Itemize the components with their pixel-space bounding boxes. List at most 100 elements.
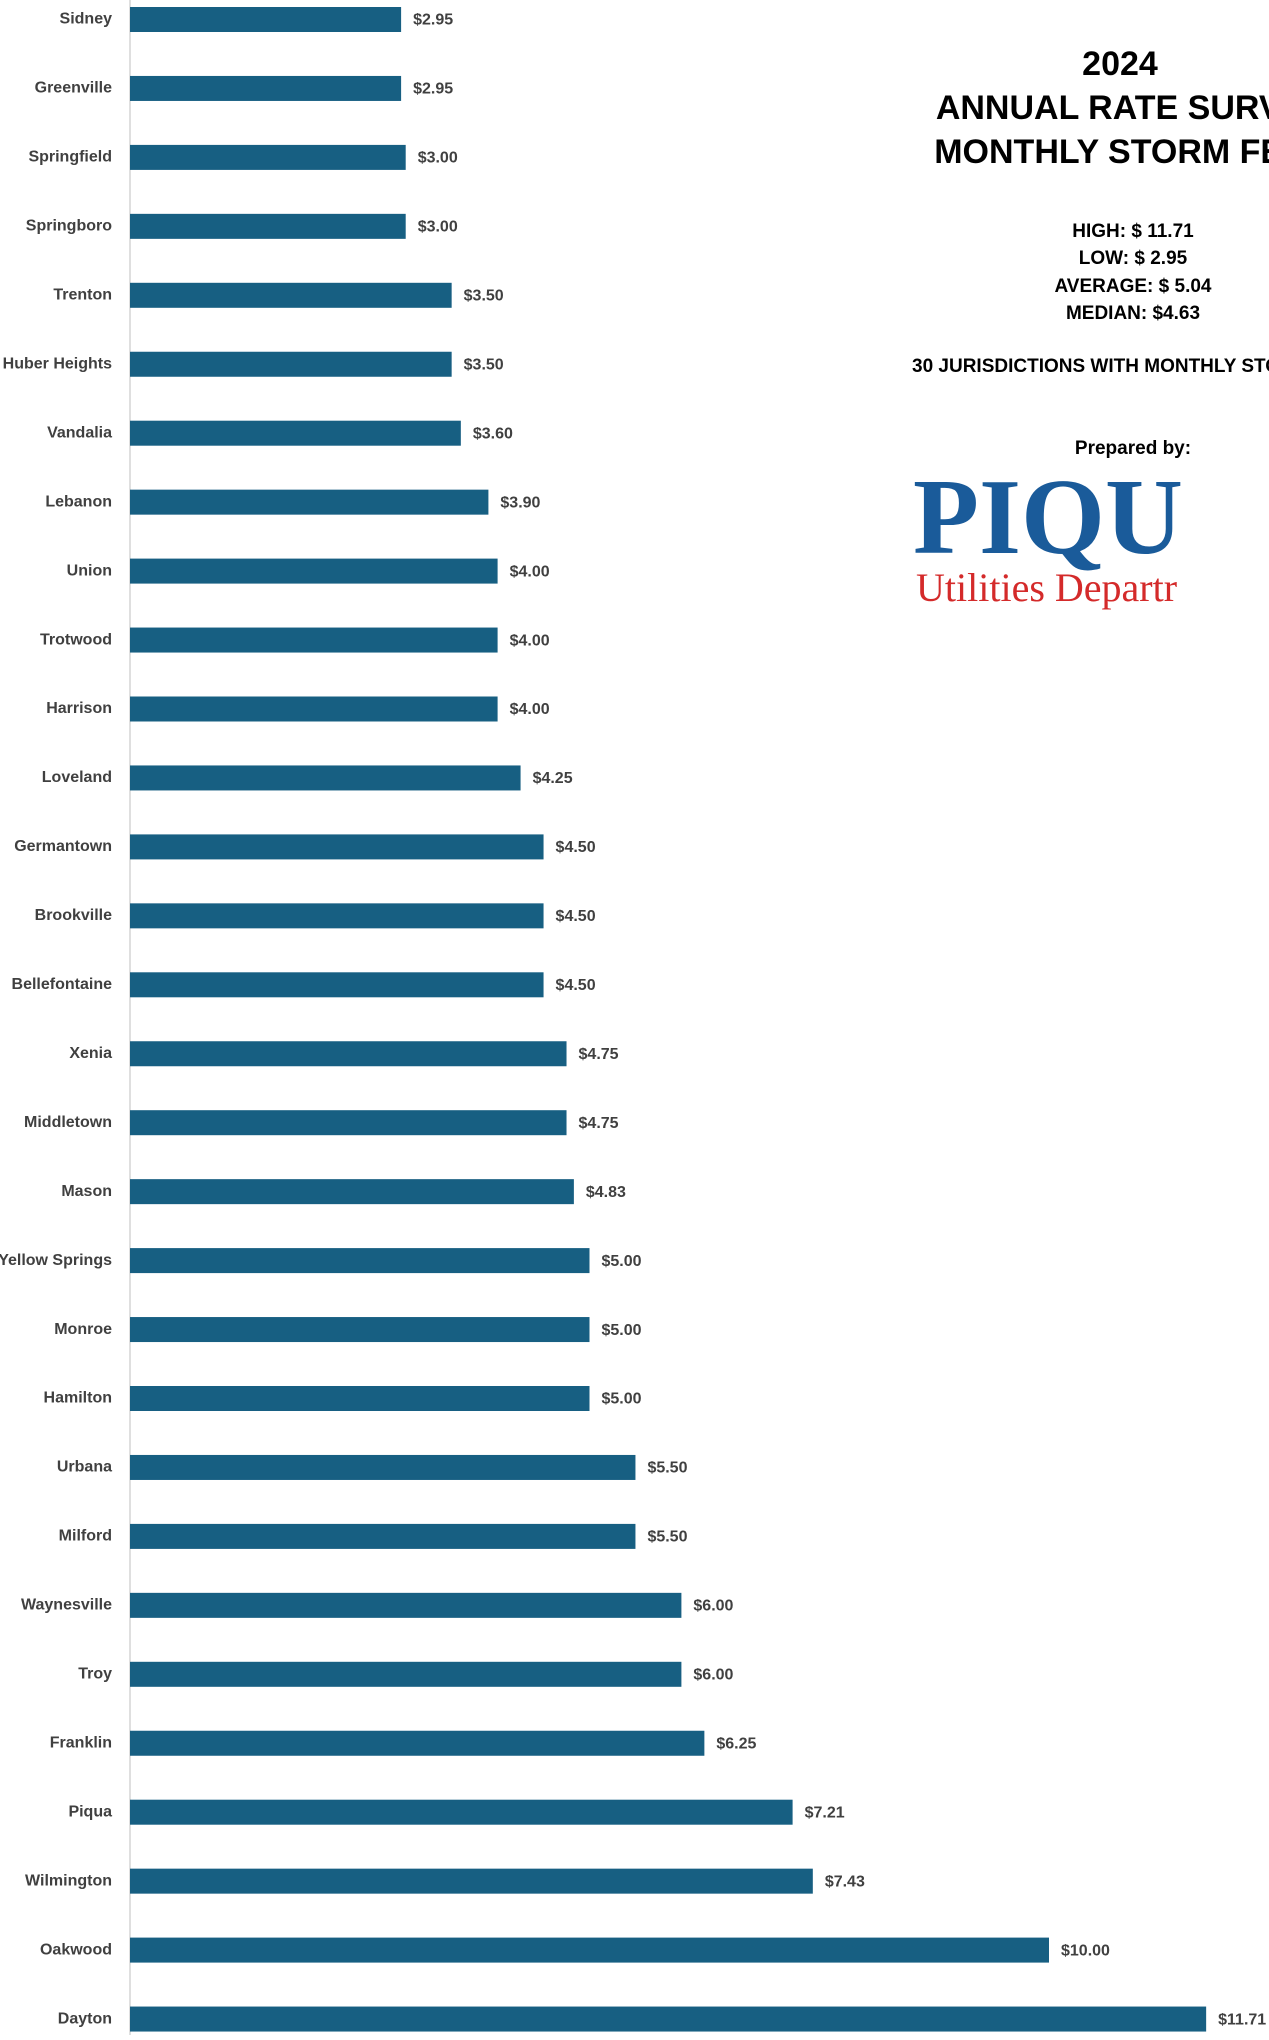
bar xyxy=(130,420,461,446)
prepared-by: Prepared by: xyxy=(1075,438,1191,459)
bar xyxy=(130,351,452,377)
category-label: Vandalia xyxy=(47,424,112,441)
value-label: $5.00 xyxy=(602,1391,642,1408)
value-label: $5.00 xyxy=(602,1322,642,1339)
bar xyxy=(130,1454,636,1480)
value-label: $4.75 xyxy=(579,1115,619,1132)
category-label: Monroe xyxy=(54,1321,112,1338)
category-label: Trenton xyxy=(53,287,112,304)
bar xyxy=(130,1248,590,1274)
category-label: Greenville xyxy=(35,80,112,97)
bar xyxy=(130,972,544,998)
category-label: Huber Heights xyxy=(3,355,112,372)
bar xyxy=(130,834,544,860)
bar xyxy=(130,75,402,101)
bar xyxy=(130,1937,1049,1963)
bar xyxy=(130,1523,636,1549)
value-label: $4.00 xyxy=(510,701,550,718)
bar xyxy=(130,696,498,722)
value-label: $6.25 xyxy=(716,1735,756,1752)
category-label: Waynesville xyxy=(21,1597,112,1614)
bar xyxy=(130,1868,813,1894)
bar xyxy=(130,2006,1207,2032)
bar xyxy=(130,282,452,308)
category-label: Middletown xyxy=(24,1114,112,1131)
bar xyxy=(130,558,498,584)
category-label: Springfield xyxy=(28,149,112,166)
title-line: 2024 xyxy=(1082,45,1158,83)
bar xyxy=(130,627,498,653)
category-label: Milford xyxy=(59,1528,112,1545)
bar xyxy=(130,765,521,791)
title-line: ANNUAL RATE SURVE xyxy=(936,89,1269,127)
bar xyxy=(130,1179,574,1205)
bar xyxy=(130,489,489,515)
value-label: $4.50 xyxy=(556,908,596,925)
stat: MEDIAN: $4.63 xyxy=(1066,303,1200,324)
bar xyxy=(130,1592,682,1618)
jurisdictions: 30 JURISDICTIONS WITH MONTHLY STO xyxy=(912,356,1269,377)
bar xyxy=(130,1661,682,1687)
category-label: Troy xyxy=(78,1666,112,1683)
bar xyxy=(130,903,544,929)
value-label: $11.71 xyxy=(1218,2011,1266,2028)
category-label: Germantown xyxy=(14,838,112,855)
stat: LOW: $ 2.95 xyxy=(1079,248,1188,269)
value-label: $4.00 xyxy=(510,632,550,649)
value-label: $4.83 xyxy=(586,1184,626,1201)
value-label: $3.50 xyxy=(464,288,504,305)
value-label: $10.00 xyxy=(1061,1942,1110,1959)
value-label: $5.50 xyxy=(647,1529,687,1546)
category-label: Wilmington xyxy=(25,1872,112,1889)
category-label: Franklin xyxy=(50,1734,112,1751)
category-label: Lebanon xyxy=(45,493,112,510)
category-label: Springboro xyxy=(26,218,112,235)
category-label: Oakwood xyxy=(40,1941,112,1958)
category-label: Dayton xyxy=(58,2010,112,2027)
value-label: $4.50 xyxy=(556,839,596,856)
category-label: Union xyxy=(67,562,112,579)
value-label: $7.21 xyxy=(805,1804,845,1821)
category-label: Xenia xyxy=(69,1045,112,1062)
category-label: Mason xyxy=(61,1183,112,1200)
bar xyxy=(130,7,402,32)
value-label: $3.00 xyxy=(418,150,458,167)
value-label: $4.25 xyxy=(533,770,573,787)
value-label: $5.50 xyxy=(647,1460,687,1477)
value-label: $3.90 xyxy=(500,494,540,511)
category-label: Urbana xyxy=(57,1459,112,1476)
bar xyxy=(130,1041,567,1067)
bar xyxy=(130,1799,793,1825)
stat: HIGH: $ 11.71 xyxy=(1072,221,1194,242)
value-label: $3.50 xyxy=(464,356,504,373)
value-label: $5.00 xyxy=(602,1253,642,1270)
category-label: Hamilton xyxy=(44,1390,112,1407)
logo-name: PIQU xyxy=(913,458,1183,577)
bar xyxy=(130,1110,567,1136)
bar xyxy=(130,1386,590,1411)
value-label: $4.75 xyxy=(579,1046,619,1063)
value-label: $3.00 xyxy=(418,219,458,236)
category-label: Brookville xyxy=(35,907,112,924)
category-label: Bellefontaine xyxy=(12,976,113,993)
category-label: Sidney xyxy=(60,11,113,28)
value-label: $6.00 xyxy=(693,1598,733,1615)
bar xyxy=(130,1730,705,1756)
value-label: $4.50 xyxy=(556,977,596,994)
title-line: MONTHLY STORM FEE xyxy=(934,133,1269,171)
category-label: Loveland xyxy=(42,769,112,786)
category-label: Piqua xyxy=(68,1803,112,1820)
value-label: $3.60 xyxy=(473,425,513,442)
logo-department: Utilities Departr xyxy=(916,565,1177,610)
stat: AVERAGE: $ 5.04 xyxy=(1055,276,1212,297)
value-label: $2.95 xyxy=(413,81,453,98)
bar xyxy=(130,213,406,239)
value-label: $7.43 xyxy=(825,1873,865,1890)
bar xyxy=(130,1317,590,1343)
value-label: $4.00 xyxy=(510,563,550,580)
category-label: Trotwood xyxy=(40,631,112,648)
value-label: $2.95 xyxy=(413,12,453,29)
category-label: Harrison xyxy=(46,700,112,717)
value-label: $6.00 xyxy=(693,1667,733,1684)
